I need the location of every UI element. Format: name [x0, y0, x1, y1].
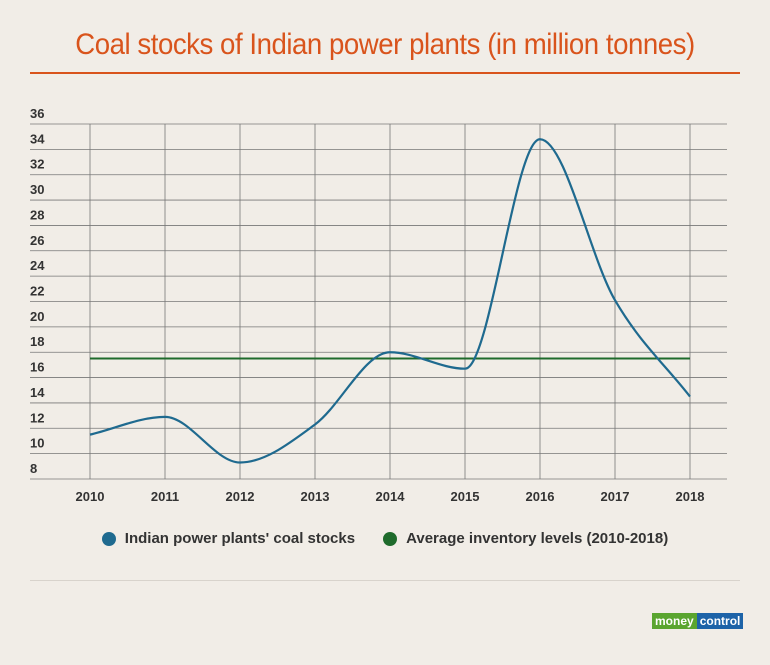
x-tick-label: 2014	[376, 489, 406, 504]
y-tick-label: 16	[30, 360, 44, 375]
y-tick-label: 34	[30, 131, 45, 146]
y-tick-label: 26	[30, 233, 44, 248]
legend-item-average: Average inventory levels (2010-2018)	[383, 530, 668, 547]
x-tick-label: 2011	[151, 489, 179, 504]
y-tick-label: 20	[30, 309, 44, 324]
x-tick-label: 2010	[76, 489, 105, 504]
legend-marker-average	[383, 531, 398, 546]
y-tick-label: 10	[30, 436, 44, 451]
coal-stocks-line	[89, 138, 691, 464]
y-tick-label: 32	[30, 157, 44, 172]
x-tick-label: 2016	[526, 489, 555, 504]
legend: Indian power plants' coal stocks Average…	[0, 530, 770, 547]
legend-label: Average inventory levels (2010-2018)	[406, 530, 669, 547]
line-chart: 8 10 12 14 16 18 20 22 24 26 28 30 32 34 36 2010 2011 201…	[30, 106, 727, 504]
x-tick-label: 2018	[676, 489, 705, 504]
footer-divider	[30, 580, 740, 581]
x-tick-label: 2013	[301, 489, 330, 504]
chart-title: Coal stocks of Indian power plants (in m…	[75, 28, 695, 61]
legend-label: Indian power plants' coal stocks	[124, 530, 356, 547]
y-tick-label: 22	[30, 284, 44, 299]
y-tick-label: 36	[30, 106, 44, 121]
y-tick-label: 12	[30, 410, 44, 425]
y-tick-label: 14	[30, 385, 45, 400]
x-tick-label: 2015	[451, 489, 480, 504]
moneycontrol-logo: money control	[652, 613, 744, 629]
y-tick-label: 28	[30, 207, 44, 222]
legend-item-coal-stocks: Indian power plants' coal stocks	[101, 530, 356, 547]
y-tick-label: 30	[30, 182, 44, 197]
y-tick-label: 8	[30, 461, 37, 476]
y-tick-label: 24	[30, 258, 45, 273]
y-tick-label: 18	[30, 334, 44, 349]
x-tick-label: 2017	[601, 489, 630, 504]
x-tick-label: 2012	[226, 489, 255, 504]
logo-control: control	[696, 613, 744, 629]
logo-money: money	[652, 613, 697, 629]
legend-marker-coal-stocks	[101, 531, 116, 546]
title-divider	[30, 72, 740, 74]
